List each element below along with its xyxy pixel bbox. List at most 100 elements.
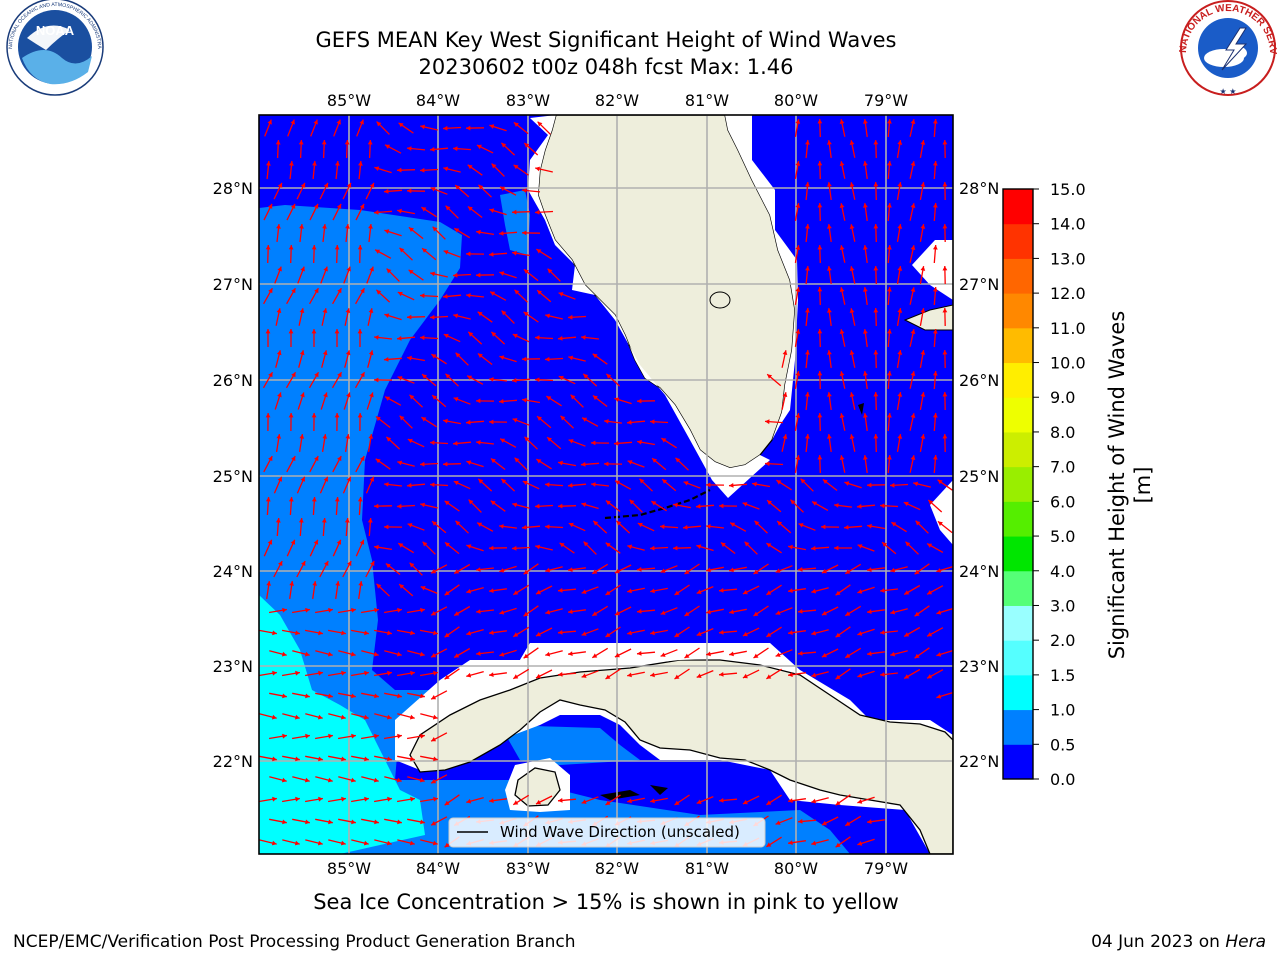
- wave-arrow-head: [637, 609, 642, 614]
- colorbar-label: Significant Height of Wind Waves [m]: [1105, 310, 1155, 660]
- wave-arrow-head: [535, 335, 540, 341]
- wave-arrow-head: [501, 478, 507, 484]
- wave-arrow-head: [765, 461, 770, 467]
- wave-arrow-head: [335, 161, 340, 166]
- wave-arrow-head: [558, 588, 563, 593]
- wave-arrow-head: [298, 518, 304, 523]
- wave-arrow-head: [386, 840, 392, 846]
- wave-arrow-head: [821, 610, 827, 616]
- wave-arrow-head: [696, 589, 702, 594]
- lat-tick-label: 27°N: [213, 275, 253, 294]
- wave-arrow-head: [627, 420, 632, 425]
- wave-arrow-head: [891, 522, 897, 527]
- colorbar-tick-label: 4.0: [1050, 562, 1075, 581]
- wave-arrow-head: [827, 182, 832, 187]
- wave-arrow-head: [920, 224, 926, 229]
- wave-arrow-head: [742, 502, 748, 507]
- wave-arrow-head: [278, 561, 283, 566]
- wave-arrow-head: [661, 438, 667, 443]
- wave-arrow-head: [491, 163, 497, 169]
- wave-arrow-head: [433, 756, 438, 762]
- wave-arrow-head: [363, 840, 369, 846]
- lon-tick-label: 79°W: [864, 859, 908, 878]
- wave-arrow-head: [268, 456, 273, 462]
- map-gridlines: [259, 115, 953, 854]
- colorbar-tick-label: 7.0: [1050, 458, 1075, 477]
- wave-arrow-head: [513, 164, 519, 170]
- wave-arrow-head: [777, 521, 783, 526]
- wave-arrow-head: [805, 392, 810, 397]
- wave-arrow-head: [849, 140, 855, 145]
- wave-arrow-head: [431, 611, 437, 616]
- wave-arrow-head: [323, 266, 328, 272]
- wave-arrow-head: [729, 567, 734, 573]
- wave-arrow-head: [410, 670, 415, 676]
- wave-arrow-head: [522, 188, 527, 193]
- wave-arrow-head: [313, 203, 319, 209]
- wave-arrow-head: [817, 161, 823, 166]
- wave-arrow-head: [766, 800, 772, 805]
- wave-arrow-head: [396, 777, 402, 783]
- wave-arrow-head: [368, 434, 374, 439]
- wave-arrow-head: [399, 247, 405, 253]
- wave-arrow-head: [805, 224, 810, 229]
- wave-arrow-head: [821, 652, 827, 658]
- wave-arrow-head: [834, 545, 839, 551]
- wave-arrow-head: [408, 269, 414, 275]
- lon-tick-label: 85°W: [327, 859, 371, 878]
- wave-arrow-head: [398, 122, 404, 128]
- wave-arrow-head: [790, 499, 796, 505]
- wave-arrow-head: [514, 457, 520, 463]
- wave-arrow-head: [407, 355, 412, 361]
- wave-arrow-head: [341, 670, 346, 676]
- wave-arrow-head: [523, 653, 529, 659]
- wave-arrow-head: [742, 631, 748, 637]
- wave-arrow-head: [337, 372, 342, 378]
- wave-arrow-head: [341, 796, 346, 802]
- wave-arrow-head: [798, 567, 803, 572]
- wave-arrow-head: [696, 631, 702, 636]
- wave-arrow-head: [863, 371, 868, 376]
- wave-arrow-head: [835, 674, 841, 680]
- colorbar-tick-label: 14.0: [1050, 215, 1086, 234]
- wave-arrow-head: [805, 308, 810, 313]
- wave-arrow-head: [592, 611, 598, 616]
- lon-tick-label: 84°W: [416, 859, 460, 878]
- wave-arrow-head: [873, 434, 879, 439]
- wave-arrow-head: [347, 561, 352, 566]
- wave-arrow-head: [821, 568, 827, 574]
- wave-arrow-head: [753, 653, 759, 658]
- wave-arrow-head: [432, 840, 438, 846]
- wave-arrow-head: [384, 229, 390, 234]
- wave-arrow-head: [719, 672, 724, 677]
- wave-arrow-head: [817, 287, 823, 292]
- wave-arrow-head: [431, 821, 437, 826]
- wave-arrow-head: [637, 439, 642, 445]
- wave-arrow-head: [422, 374, 427, 379]
- wave-arrow-head: [364, 756, 369, 762]
- wave-arrow-head: [322, 308, 328, 313]
- wave-arrow-head: [466, 798, 472, 804]
- wave-arrow-head: [652, 458, 657, 463]
- wave-arrow-head: [821, 524, 826, 530]
- branch-footer: NCEP/EMC/Verification Post Processing Pr…: [13, 932, 576, 952]
- wave-arrow-head: [839, 329, 845, 334]
- wave-arrow-head: [849, 224, 855, 229]
- wave-arrow-head: [397, 376, 403, 381]
- wave-arrow-head: [477, 353, 483, 359]
- wave-arrow-head: [523, 269, 529, 274]
- wave-arrow-head: [592, 569, 598, 574]
- wave-arrow-head: [430, 314, 435, 320]
- wave-arrow-head: [545, 356, 550, 362]
- wave-arrow-head: [581, 631, 587, 636]
- wave-arrow-head: [445, 373, 451, 379]
- wave-arrow-head: [295, 670, 300, 676]
- wave-arrow-head: [614, 397, 620, 402]
- lon-tick-label: 83°W: [506, 859, 550, 878]
- wave-arrow-head: [839, 161, 845, 166]
- wave-arrow-head: [890, 567, 896, 573]
- wave-arrow-head: [535, 377, 540, 383]
- wave-arrow-head: [522, 480, 528, 486]
- wave-arrow-head: [314, 456, 319, 462]
- wave-arrow-head: [467, 206, 473, 212]
